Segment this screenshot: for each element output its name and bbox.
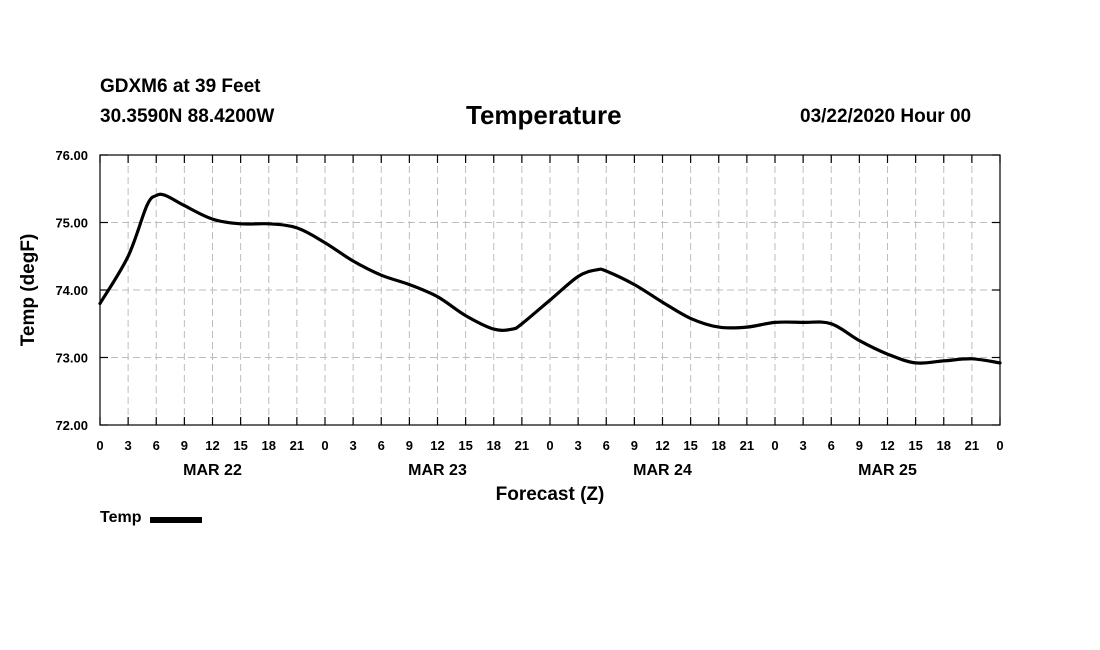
x-tick-label: 9 [181, 438, 188, 453]
x-tick-label: 15 [233, 438, 247, 453]
day-label: MAR 23 [408, 462, 467, 479]
y-tick-label: 72.00 [55, 418, 88, 433]
x-tick-label: 0 [546, 438, 553, 453]
x-tick-label: 0 [996, 438, 1003, 453]
x-tick-label: 6 [153, 438, 160, 453]
legend-label: Temp [100, 509, 142, 526]
x-tick-label: 6 [828, 438, 835, 453]
y-tick-label: 75.00 [55, 216, 88, 231]
x-tick-label: 0 [96, 438, 103, 453]
day-label: MAR 22 [183, 462, 242, 479]
x-tick-label: 18 [487, 438, 501, 453]
y-tick-label: 74.00 [55, 283, 88, 298]
x-tick-label: 12 [430, 438, 444, 453]
forecast-date-label: 03/22/2020 Hour 00 [800, 106, 972, 127]
day-labels: MAR 22 MAR 23 MAR 24 MAR 25 [183, 462, 917, 479]
grid-lines [100, 155, 1000, 425]
x-tick-label: 6 [603, 438, 610, 453]
day-label: MAR 25 [858, 462, 917, 479]
x-tick-label: 9 [856, 438, 863, 453]
x-tick-labels: 0 3 6 9 12 15 18 21 0 3 6 9 12 15 18 21 0 3 6 9 12 15 18 21 0 3 6 9… [96, 438, 1003, 453]
day-label: MAR 24 [633, 462, 692, 479]
x-tick-label: 15 [458, 438, 472, 453]
coordinates-label: 30.3590N 88.4200W [100, 106, 275, 127]
x-tick-label: 12 [880, 438, 894, 453]
x-tick-label: 18 [262, 438, 276, 453]
x-tick-label: 0 [771, 438, 778, 453]
x-tick-label: 15 [683, 438, 697, 453]
station-label: GDXM6 at 39 Feet [100, 76, 261, 97]
x-tick-label: 15 [908, 438, 922, 453]
x-tick-label: 3 [800, 438, 807, 453]
y-tick-label: 76.00 [55, 148, 88, 163]
legend-swatch [150, 516, 203, 523]
y-tick-labels: 72.00 73.00 74.00 75.00 76.00 [55, 148, 88, 433]
x-tick-label: 9 [406, 438, 413, 453]
legend: Temp [100, 509, 203, 527]
x-tick-label: 3 [125, 438, 132, 453]
temp-series-line [98, 192, 1002, 365]
y-tick-label: 73.00 [55, 351, 88, 366]
x-tick-label: 18 [712, 438, 726, 453]
tick-marks [99, 154, 1001, 426]
x-tick-label: 12 [655, 438, 669, 453]
x-axis-label: Forecast (Z) [496, 484, 605, 505]
x-tick-label: 21 [515, 438, 529, 453]
chart-title: Temperature [466, 100, 622, 130]
y-axis-label: Temp (degF) [18, 234, 39, 347]
x-tick-label: 21 [965, 438, 979, 453]
x-tick-label: 12 [205, 438, 219, 453]
x-tick-label: 21 [740, 438, 754, 453]
x-tick-label: 18 [937, 438, 951, 453]
x-tick-label: 21 [290, 438, 304, 453]
x-tick-label: 0 [321, 438, 328, 453]
x-tick-label: 3 [575, 438, 582, 453]
x-tick-label: 6 [378, 438, 385, 453]
x-tick-label: 9 [631, 438, 638, 453]
x-tick-label: 3 [350, 438, 357, 453]
